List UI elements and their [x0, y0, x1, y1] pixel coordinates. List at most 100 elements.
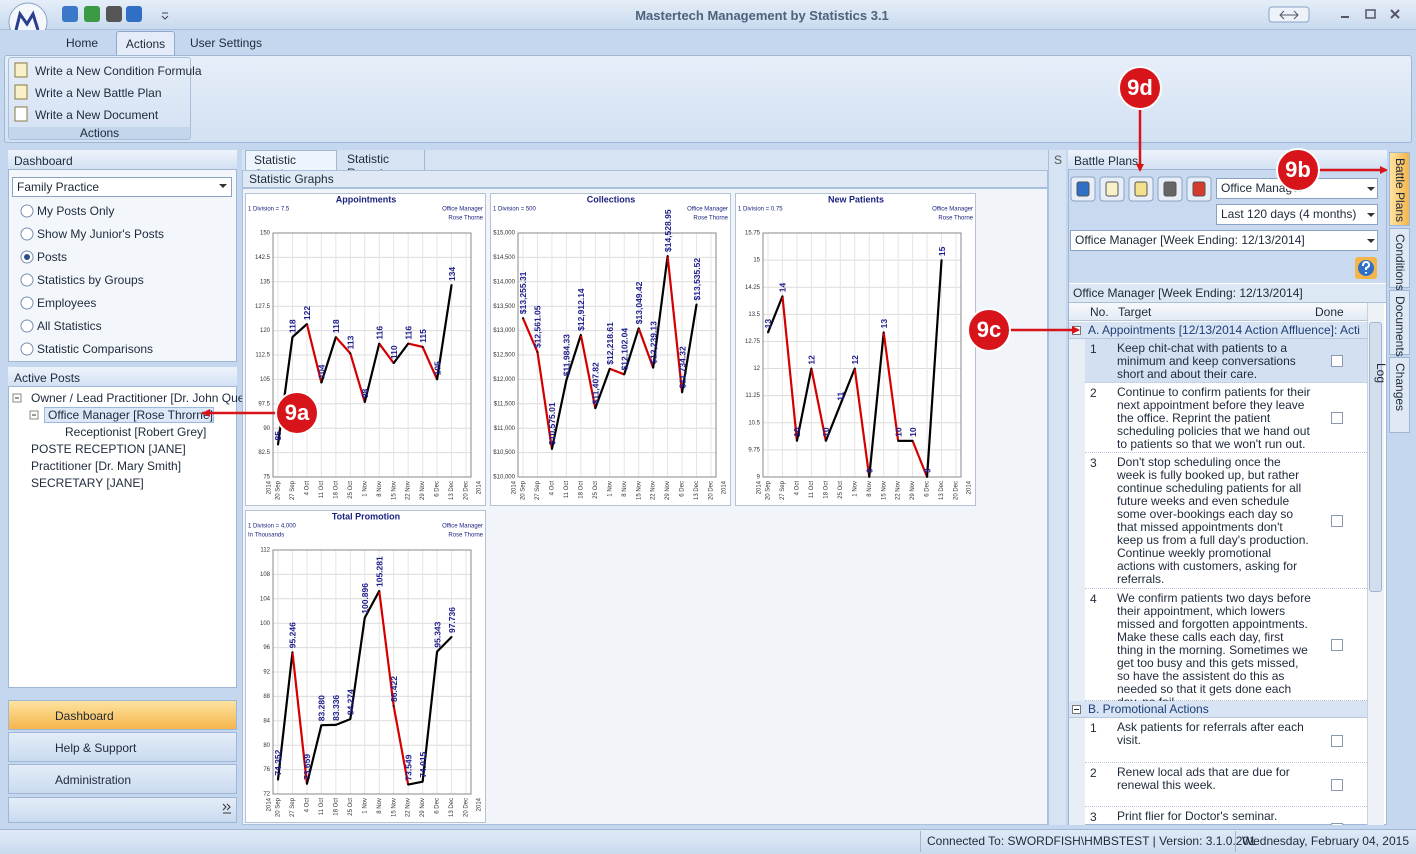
scroll-thumb[interactable] — [1369, 322, 1382, 592]
data-point — [450, 636, 453, 639]
app-logo[interactable] — [8, 2, 48, 30]
post-label[interactable]: Office Manager [Rose Throrne] — [48, 408, 213, 422]
done-box[interactable] — [1331, 355, 1343, 367]
plan-row[interactable] — [1085, 763, 1367, 807]
nav-footer — [8, 797, 237, 823]
post-label[interactable]: SECRETARY [JANE] — [31, 476, 144, 490]
done-checkbox — [1331, 823, 1343, 826]
post-label[interactable]: Receptionist [Robert Grey] — [65, 425, 207, 439]
quick-access-button[interactable] — [84, 6, 100, 22]
trend-segment — [666, 255, 684, 393]
group-row — [1069, 701, 1367, 718]
trend-segment — [436, 636, 453, 653]
x-tick-label: 27 Sep — [290, 480, 296, 500]
period-combo[interactable]: Last 120 days (4 months) — [1216, 204, 1378, 225]
data-point — [334, 723, 337, 726]
maximize-button[interactable] — [1365, 9, 1376, 19]
trend-segment — [911, 440, 929, 478]
side-tab[interactable]: Battle Plans — [1389, 152, 1410, 226]
center-tab[interactable]: Statistic Graphs — [245, 150, 337, 181]
plot-frame — [272, 549, 472, 795]
side-tab[interactable]: Documents — [1389, 290, 1410, 357]
data-point — [392, 362, 395, 365]
nav-button[interactable]: Dashboard — [8, 700, 237, 730]
radio-button[interactable] — [20, 342, 34, 356]
practice-combo[interactable]: Family Practice — [12, 177, 232, 197]
plan-row[interactable] — [1085, 718, 1367, 763]
done-box[interactable] — [1331, 639, 1343, 651]
post-combo[interactable]: Office Manager — [1216, 178, 1378, 199]
post-label[interactable]: POSTE RECEPTION [JANE] — [31, 442, 186, 456]
done-box[interactable] — [1331, 412, 1343, 424]
trend-segment — [925, 260, 943, 478]
plan-row[interactable] — [1085, 383, 1367, 453]
plan-row[interactable] — [1085, 453, 1367, 589]
data-point — [940, 259, 943, 262]
done-box[interactable] — [1331, 823, 1343, 826]
side-tab[interactable]: Conditions — [1389, 228, 1410, 291]
done-box[interactable] — [1331, 515, 1343, 527]
nav-button[interactable]: Help & Support — [8, 732, 237, 762]
ribbon-tab[interactable]: Home — [60, 31, 104, 56]
radio-button[interactable] — [20, 273, 34, 287]
plot-frame — [762, 232, 962, 478]
plan-row[interactable] — [1085, 589, 1367, 701]
x-tick-label: 1 Nov — [362, 798, 368, 814]
nav-button[interactable]: Administration — [8, 764, 237, 794]
y-tick-label: 15 — [753, 258, 760, 264]
value-label: 83.336 — [331, 695, 341, 721]
value-label: $14,528.95 — [663, 209, 673, 252]
trend-segment — [349, 617, 366, 720]
plan-row[interactable] — [1085, 339, 1367, 383]
radio-button[interactable] — [20, 227, 34, 241]
done-box[interactable] — [1331, 734, 1343, 747]
quick-access-button[interactable] — [62, 6, 78, 22]
trend-segment — [609, 367, 625, 376]
radio-button[interactable] — [20, 204, 34, 218]
radio-label[interactable]: My Posts Only — [37, 204, 115, 218]
x-tick-label: 25 Oct — [838, 481, 844, 499]
data-point — [305, 323, 308, 326]
radio-label[interactable]: Statistics by Groups — [37, 273, 144, 287]
combo-arrow — [1367, 187, 1375, 191]
value-label: 134 — [447, 267, 457, 281]
data-point — [277, 443, 279, 446]
done-box[interactable] — [1331, 779, 1343, 791]
dashboard-header — [8, 150, 237, 170]
center-tab[interactable]: Statistic Report — [339, 150, 425, 180]
value-label: 86.422 — [389, 676, 399, 702]
done-checkbox — [1331, 412, 1343, 424]
quick-access-button[interactable] — [106, 6, 122, 22]
radio-label[interactable]: Posts — [37, 250, 68, 264]
row-number: 3 — [1090, 810, 1097, 824]
y-tick-label: 142.5 — [255, 255, 271, 261]
radio-label[interactable]: Show My Junior's Posts — [37, 227, 165, 241]
week-combo[interactable]: Office Manager [Week Ending: 12/13/2014] — [1070, 230, 1378, 251]
quick-access-button[interactable] — [126, 6, 142, 22]
period-combo-text: Last 120 days (4 months) — [1221, 207, 1357, 221]
close-button[interactable] — [1390, 9, 1400, 19]
trend-segment — [378, 590, 395, 707]
x-tick-label: 13 Dec — [449, 481, 455, 500]
post-label[interactable]: Practitioner [Dr. Mary Smith] — [31, 459, 182, 473]
radio-button[interactable] — [20, 296, 34, 310]
side-tab[interactable]: Changes Log — [1374, 357, 1410, 433]
title-bar — [0, 0, 1416, 30]
row-number: 2 — [1090, 386, 1097, 400]
combo-arrow — [1367, 239, 1375, 243]
radio-label[interactable]: All Statistics — [37, 319, 102, 333]
ribbon-icons — [14, 62, 28, 122]
nav-overflow[interactable] — [222, 803, 231, 814]
ribbon-tab[interactable]: Actions — [116, 31, 175, 56]
row-number: 2 — [1090, 766, 1097, 780]
radio-label[interactable]: Statistic Comparisons — [37, 342, 154, 356]
graph-svg: Appointments 1 Division = 7.5 Office Manag… — [248, 194, 484, 500]
radio-label[interactable]: Employees — [37, 296, 97, 310]
x-tick-label: 29 Nov — [665, 481, 671, 500]
radio-button[interactable] — [20, 319, 34, 333]
post-label[interactable]: Owner / Lead Practitioner [Dr. John Que] — [31, 391, 248, 405]
x-tick-label: 27 Sep — [780, 480, 786, 500]
ribbon-tab[interactable]: User Settings — [183, 31, 269, 56]
data-point — [666, 254, 669, 257]
value-label: 84.274 — [346, 689, 356, 715]
